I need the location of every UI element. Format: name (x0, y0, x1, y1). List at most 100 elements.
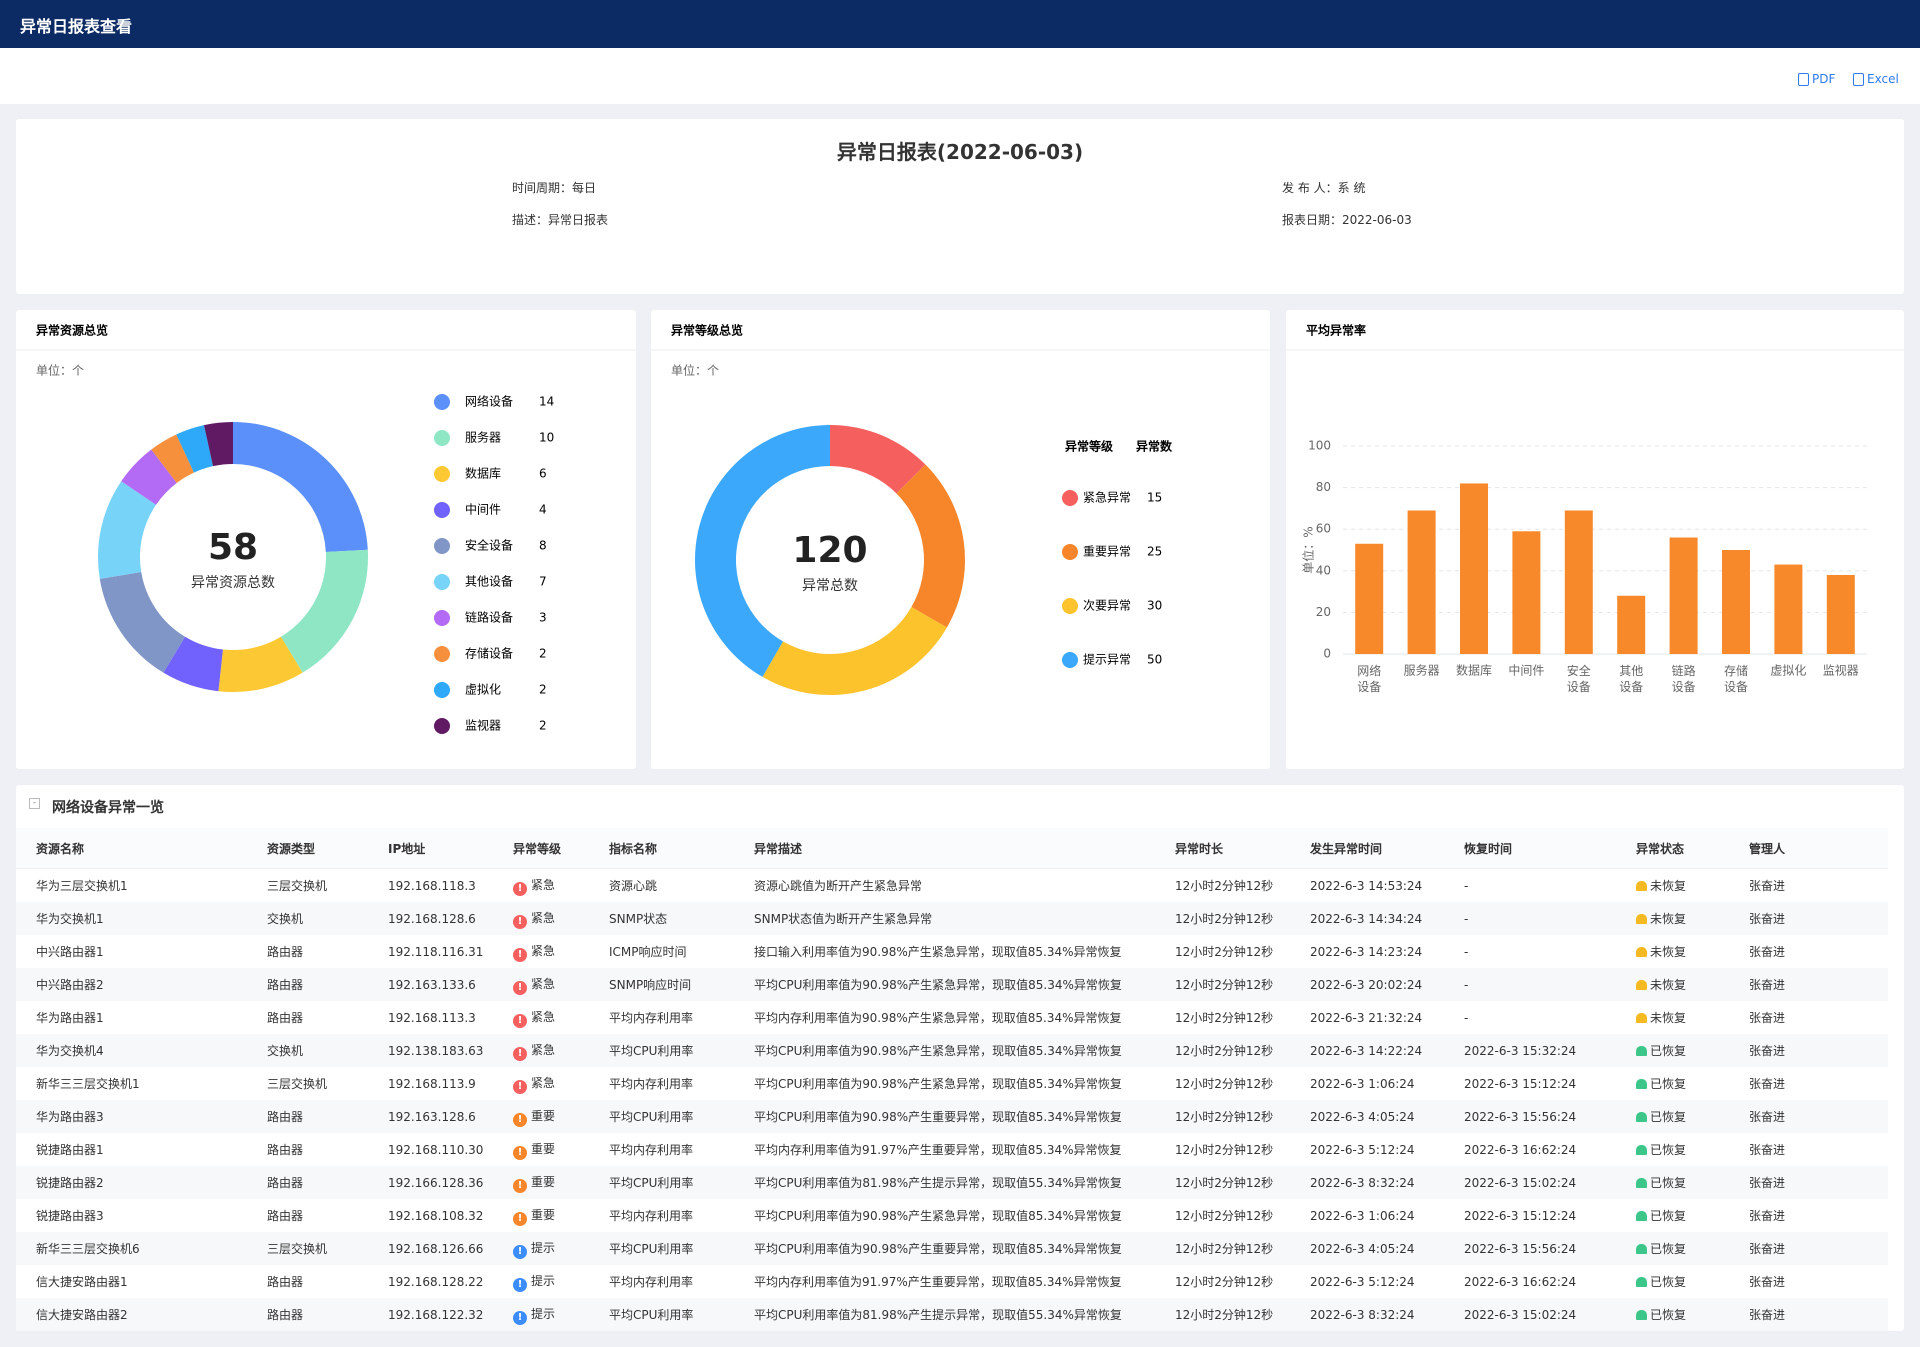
bar (1617, 595, 1646, 654)
donut-segment (896, 464, 965, 628)
status-text: 未恢复 (1650, 912, 1687, 926)
table-cell: 平均内存利用率 (609, 1011, 694, 1025)
table-row: 中兴路由器2 路由器 192.163.133.6! 紧急 SNMP响应时间 平均CPU利用… (16, 968, 1888, 1001)
table-cell: 192.168.113.3 (388, 1010, 476, 1025)
table-cell: 已恢复 (1636, 1133, 1749, 1166)
table-cell: 路由器 (267, 968, 388, 1001)
legend-header: 异常等级 (1065, 439, 1113, 454)
status-icon (1636, 1013, 1647, 1023)
bar (1774, 564, 1803, 654)
y-tick-label: 40 (1316, 563, 1331, 577)
top-bar: 异常日报表查看 (0, 0, 1920, 48)
level-text: 重要 (531, 1174, 556, 1189)
table-row: 锐捷路由器2 路由器 192.166.128.36! 重要 平均CPU利用率 平均CPU利… (16, 1166, 1888, 1199)
x-tick-label: 网络设备 (1357, 663, 1381, 694)
table-cell: 华为路由器3 (16, 1100, 267, 1133)
legend-value: 10 (539, 431, 554, 445)
legend-value: 50 (1147, 653, 1162, 667)
total-label: 异常资源总数 (191, 575, 275, 591)
table-cell: ! 紧急 (513, 968, 609, 1001)
legend-value: 30 (1147, 599, 1162, 613)
table-cell: ! 重要 (513, 1199, 609, 1232)
legend-dot (434, 538, 450, 554)
table-cell: 2022-6-3 15:02:24 (1464, 1166, 1636, 1199)
legend-dot (434, 574, 450, 590)
table-cell: ! 紧急 (513, 902, 609, 935)
table-cell: ! 紧急 (513, 869, 609, 903)
pdf-button[interactable]: PDF (1798, 72, 1835, 86)
x-tick-label: 安全设备 (1567, 663, 1591, 694)
table-cell: 三层交换机 (267, 1232, 388, 1265)
table-cell: 192.166.128.36 (388, 1166, 513, 1199)
level-icon: ! (513, 1112, 527, 1127)
table-cell: ! 提示 (513, 1298, 609, 1331)
table-cell: - (1464, 968, 1636, 1001)
donut-segment (280, 549, 368, 673)
table-cell: ! 提示 (513, 1232, 609, 1265)
page-title: 异常日报表查看 (20, 17, 133, 36)
table-cell: 2022-6-3 20:02:24 (1310, 968, 1464, 1001)
legend-dot (1062, 490, 1078, 506)
level-icon: ! (513, 1046, 527, 1061)
table-cell: 张奋进 (1749, 1209, 1786, 1223)
y-tick-label: 20 (1316, 605, 1331, 619)
table-cell: 192.168.110.30 (388, 1142, 484, 1157)
collapse-icon[interactable]: - (29, 798, 40, 809)
donut-segment (233, 422, 368, 552)
legend-value: 8 (539, 539, 547, 553)
toolbar: PDF Excel (0, 48, 1920, 104)
x-tick-label: 虚拟化 (1770, 664, 1806, 678)
table-cell: - (1464, 878, 1469, 893)
status-icon (1636, 1145, 1647, 1155)
table-cell: 未恢复 (1636, 902, 1749, 935)
table-cell: 平均CPU利用率值为90.98%产生紧急异常，现取值85.34%异常恢复 (754, 1077, 1122, 1091)
bar (1512, 531, 1541, 654)
report-period: 时间周期：每日 (512, 181, 597, 195)
table-cell: ICMP响应时间 (609, 945, 687, 959)
table-cell: ! 紧急 (513, 1067, 609, 1100)
report-title: 异常日报表(2022-06-03) (836, 140, 1084, 164)
report-publisher: 发 布 人：系 统 (1282, 181, 1366, 195)
table-cell: 张奋进 (1749, 1275, 1786, 1289)
level-icon: ! (513, 1211, 527, 1226)
status-text: 已恢复 (1650, 1209, 1687, 1223)
table-cell: 未恢复 (1636, 1001, 1749, 1034)
legend-dot (434, 466, 450, 482)
bar (1826, 574, 1855, 654)
table-cell: 平均CPU利用率值为81.98%产生提示异常，现取值55.34%异常恢复 (754, 1166, 1175, 1199)
legend-dot (434, 718, 450, 734)
table-cell: 2022-6-3 15:56:24 (1464, 1100, 1636, 1133)
legend-value: 14 (539, 395, 554, 409)
legend-label: 中间件 (465, 502, 501, 517)
table-cell: 未恢复 (1636, 869, 1749, 903)
level-text: 紧急 (531, 1042, 556, 1057)
table-cell: 三层交换机 (267, 1077, 328, 1091)
status-text: 已恢复 (1650, 1308, 1687, 1322)
table-cell: 12小时2分钟12秒 (1175, 1232, 1310, 1265)
pdf-label: PDF (1812, 72, 1836, 86)
table-cell: SNMP状态 (609, 902, 754, 935)
x-tick-label: 其他设备 (1619, 664, 1643, 694)
legend-dot (434, 610, 450, 626)
unit-label: 单位：个 (36, 363, 84, 378)
chart-card: 异常等级总览 单位：个 120 异常总数 异常等级 异常数 紧急异常 15 重要异常 25 次要异常… (651, 310, 1271, 769)
table-row: 信大捷安路由器1 路由器 192.168.128.22! 提示 平均内存利用率 平均内存利… (16, 1265, 1888, 1298)
legend-label: 虚拟化 (465, 683, 501, 697)
level-icon: ! (513, 1244, 527, 1259)
table-cell: 张奋进 (1749, 1166, 1888, 1199)
table-cell: 路由器 (267, 1209, 304, 1223)
x-tick-label: 存储设备 (1724, 663, 1748, 694)
legend-label: 数据库 (465, 466, 501, 481)
legend-dot (1062, 598, 1078, 614)
status-icon (1636, 980, 1647, 990)
level-text: 提示 (531, 1306, 556, 1321)
donut-segment (695, 425, 830, 677)
table-cell: 192.168.118.3 (388, 878, 476, 893)
level-icon: ! (513, 881, 527, 896)
status-icon (1636, 947, 1647, 957)
table-cell: 12小时2分钟12秒 (1175, 902, 1310, 935)
level-icon: ! (513, 914, 527, 929)
table-cell: 2022-6-3 5:12:24 (1310, 1142, 1415, 1157)
excel-button[interactable]: Excel (1853, 72, 1899, 86)
table-cell: 2022-6-3 1:06:24 (1310, 1076, 1415, 1091)
